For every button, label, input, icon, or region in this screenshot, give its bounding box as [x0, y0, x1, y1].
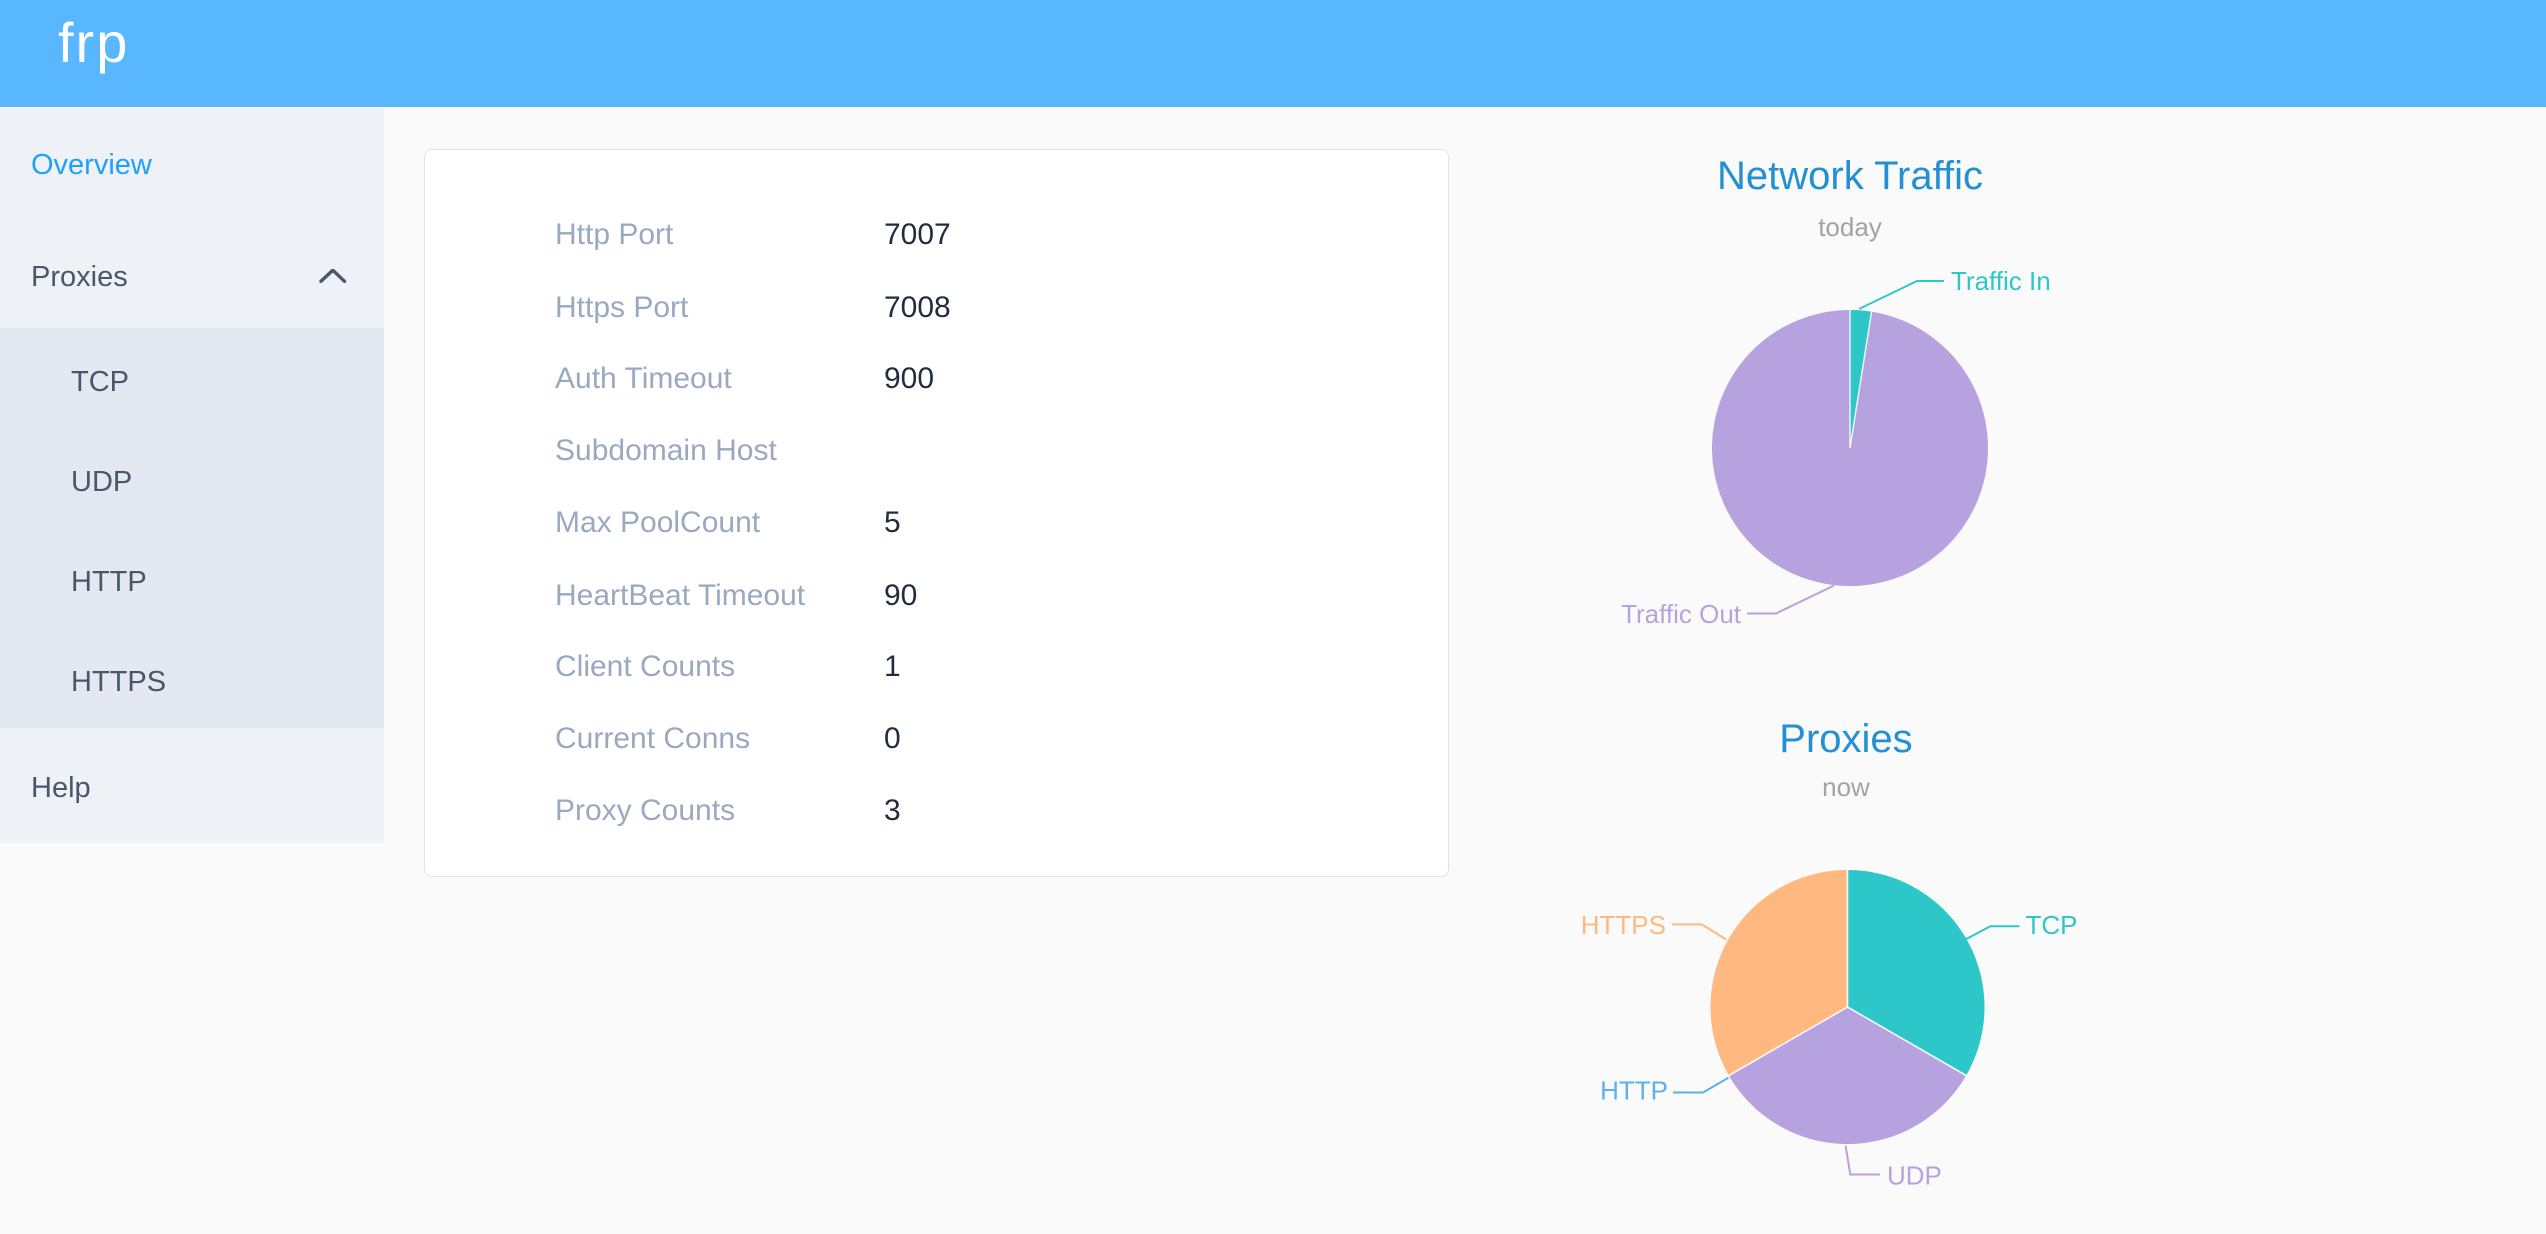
svg-text:now: now: [1822, 772, 1870, 802]
svg-text:HTTP: HTTP: [1600, 1076, 1668, 1106]
svg-text:UDP: UDP: [1887, 1161, 1942, 1191]
svg-text:Traffic In: Traffic In: [1951, 266, 2051, 296]
svg-text:HTTPS: HTTPS: [1581, 910, 1666, 940]
svg-text:Proxies: Proxies: [1779, 717, 1912, 761]
svg-text:Traffic Out: Traffic Out: [1621, 599, 1742, 629]
svg-text:TCP: TCP: [2026, 910, 2078, 940]
svg-text:Network Traffic: Network Traffic: [1717, 154, 1983, 198]
svg-text:today: today: [1818, 212, 1882, 242]
